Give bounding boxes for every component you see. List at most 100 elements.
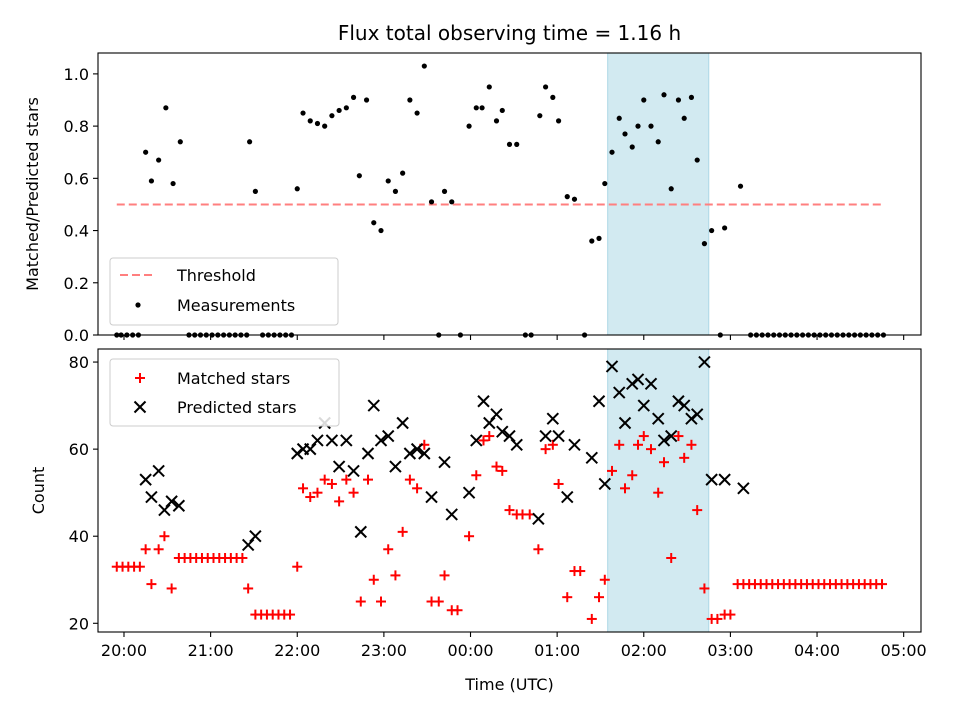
predicted-star-point xyxy=(438,455,451,469)
measurement-point xyxy=(537,113,543,119)
measurement-point xyxy=(294,186,300,192)
predicted-star-point xyxy=(705,473,718,486)
predicted-star-point xyxy=(532,512,545,526)
measurement-point xyxy=(428,199,435,205)
measurement-point xyxy=(655,139,661,145)
measurement-point xyxy=(555,118,562,124)
predicted-star-point xyxy=(165,495,178,508)
x-tick-label: 21:00 xyxy=(188,641,234,660)
x-tick-label: 00:00 xyxy=(447,641,493,660)
predicted-star-point xyxy=(145,490,158,504)
predicted-star-point xyxy=(737,482,750,495)
measurement-point xyxy=(421,63,427,69)
measurement-point xyxy=(300,110,306,116)
measurement-point xyxy=(648,123,654,129)
predicted-star-point xyxy=(568,438,581,451)
x-tick-label: 20:00 xyxy=(101,641,147,660)
measurement-point xyxy=(479,105,485,111)
bottom-axes-frame xyxy=(97,348,922,633)
predicted-star-point xyxy=(585,451,599,465)
predicted-star-point xyxy=(672,395,685,408)
x-tick-label: 02:00 xyxy=(621,641,667,660)
predicted-star-point xyxy=(546,412,560,425)
measurement-point xyxy=(371,220,377,226)
measurement-point xyxy=(322,123,328,129)
predicted-star-point xyxy=(598,477,612,491)
predicted-star-point xyxy=(445,508,458,521)
measurement-point xyxy=(486,84,492,90)
measurement-point xyxy=(499,107,505,114)
predicted-star-point xyxy=(613,386,626,399)
x-tick-label: 03:00 xyxy=(707,641,753,660)
y-tick-label: 0.6 xyxy=(64,169,89,188)
measurement-point xyxy=(681,115,687,121)
measurement-point xyxy=(449,199,455,205)
bottom-axis-ticks: 20:00 21:00 22:00 23:00 00:00 01:00 02:00 03:00… xyxy=(69,353,927,660)
y-tick-label: 1.0 xyxy=(64,65,89,84)
measurement-point xyxy=(514,141,520,147)
predicted-star-point xyxy=(249,530,262,543)
measurement-point xyxy=(694,157,700,163)
predicted-star-point xyxy=(361,447,375,460)
measurement-point xyxy=(170,180,176,187)
y-tick-label: 0.4 xyxy=(64,222,89,241)
predicted-star-point xyxy=(311,434,324,447)
predicted-star-point xyxy=(618,416,632,430)
legend-threshold-label: Threshold xyxy=(176,266,256,285)
predicted-star-point xyxy=(425,490,438,504)
top-axis-ticks: 0.0 0.2 0.4 0.6 0.8 1.0 xyxy=(64,65,905,345)
predicted-star-point xyxy=(552,429,565,443)
measurement-point xyxy=(148,178,155,184)
legend-measurements-label: Measurements xyxy=(177,296,295,315)
measurement-point xyxy=(701,241,708,247)
predicted-star-point xyxy=(652,412,665,425)
top-y-axis-label: Matched/Predicted stars xyxy=(23,97,42,291)
measurement-point xyxy=(675,97,682,103)
predicted-star-point xyxy=(496,425,509,438)
measurement-point xyxy=(709,227,715,234)
bottom-y-axis-label: Count xyxy=(29,467,48,515)
predicted-star-point xyxy=(152,464,165,478)
chart-title: Flux total observing time = 1.16 h xyxy=(338,21,681,45)
measurement-point xyxy=(356,173,362,179)
predicted-star-point xyxy=(665,429,678,443)
y-tick-label: 0.2 xyxy=(64,274,89,293)
highlight-span-rect xyxy=(607,52,710,336)
predicted-star-point xyxy=(340,434,353,447)
legend-measurements-swatch xyxy=(135,302,141,308)
measurement-point xyxy=(414,110,420,116)
measurement-point xyxy=(493,118,500,124)
measurement-point xyxy=(688,94,695,100)
predicted-star-point xyxy=(470,434,483,447)
measurement-point xyxy=(407,97,413,103)
measurement-point xyxy=(602,180,608,187)
predicted-star-point xyxy=(605,360,619,373)
measurement-point xyxy=(307,118,313,124)
top-series-layer xyxy=(114,63,887,338)
legend-matched-label: Matched stars xyxy=(177,369,290,388)
predicted-star-point xyxy=(539,429,552,443)
predicted-star-point xyxy=(592,395,606,408)
predicted-star-point xyxy=(718,473,731,486)
measurement-point xyxy=(329,113,335,119)
legend-box xyxy=(109,358,340,427)
predicted-star-point xyxy=(403,447,417,460)
predicted-star-point xyxy=(139,473,152,486)
measurement-point xyxy=(641,97,647,103)
predicted-star-point xyxy=(158,503,171,517)
predicted-star-point xyxy=(133,400,147,414)
measurement-point xyxy=(336,107,342,114)
measurement-point xyxy=(550,94,556,100)
bottom-series-layer xyxy=(111,355,888,624)
predicted-star-point xyxy=(510,438,523,451)
x-tick-label: 04:00 xyxy=(794,641,840,660)
measurement-point xyxy=(363,97,370,103)
predicted-star-point xyxy=(462,486,476,499)
measurement-point xyxy=(177,139,183,145)
legend-predicted-label: Predicted stars xyxy=(177,398,297,417)
predicted-star-point xyxy=(677,399,691,412)
measurement-point xyxy=(441,188,448,194)
measurement-point xyxy=(156,157,162,163)
measurement-point xyxy=(350,94,357,100)
